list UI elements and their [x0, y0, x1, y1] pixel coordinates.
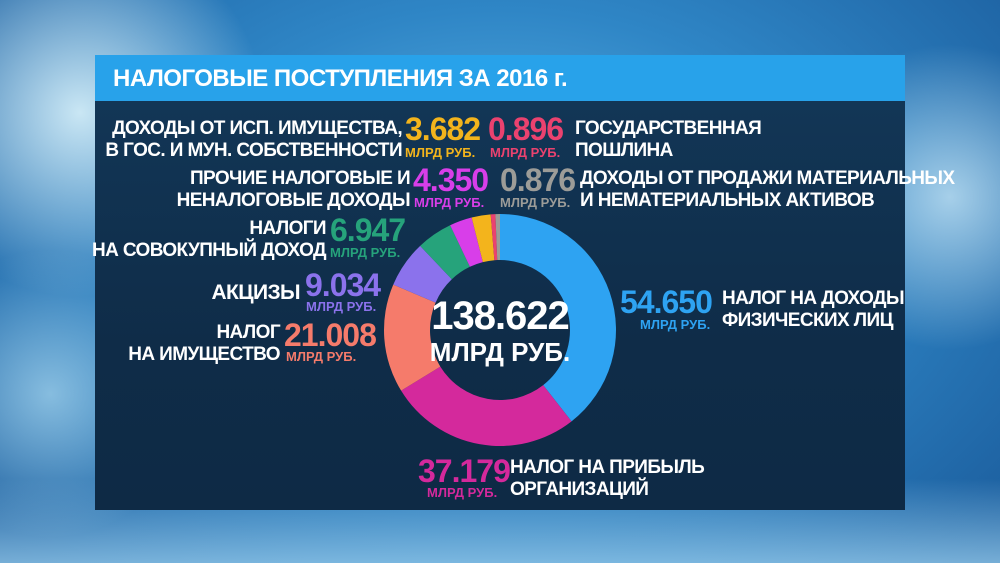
total-value: 138.622	[431, 294, 570, 338]
label-other-income: ПРОЧИЕ НАЛОГОВЫЕ И НЕНАЛОГОВЫЕ ДОХОДЫ	[176, 168, 411, 211]
donut-slice-6	[471, 214, 495, 263]
label-state-property-income: ДОХОДЫ ОТ ИСП. ИМУЩЕСТВА, В ГОС. И МУН. С…	[105, 118, 402, 161]
donut-slice-8	[495, 214, 500, 261]
unit-excise: МЛРД РУБ.	[306, 299, 377, 314]
value-asset-sales: 0.876	[500, 162, 576, 198]
donut-slice-4	[420, 225, 470, 280]
unit-aggregate-income-tax: МЛРД РУБ.	[330, 245, 401, 260]
donut-slice-0	[500, 214, 616, 422]
donut-slice-7	[490, 214, 498, 261]
total-label: 138.622 МЛРД РУБ.	[420, 295, 580, 367]
unit-state-property-income: МЛРД РУБ.	[405, 145, 476, 160]
label-state-duty: ГОСУДАРСТВЕННАЯ ПОШЛИНА	[575, 118, 762, 161]
value-aggregate-income-tax: 6.947	[330, 212, 406, 248]
unit-state-duty: МЛРД РУБ.	[490, 145, 561, 160]
label-aggregate-income-tax: НАЛОГИ НА СОВОКУПНЫЙ ДОХОД	[91, 218, 327, 261]
value-other-income: 4.350	[413, 162, 489, 198]
label-asset-sales: ДОХОДЫ ОТ ПРОДАЖИ МАТЕРИАЛЬНЫХ И НЕМАТЕРИ…	[580, 168, 955, 211]
unit-profit-tax: МЛРД РУБ.	[427, 485, 498, 500]
total-unit: МЛРД РУБ.	[429, 337, 571, 367]
donut-slice-5	[450, 217, 483, 267]
value-ndfl: 54.650	[620, 284, 713, 320]
title-bar: НАЛОГОВЫЕ ПОСТУПЛЕНИЯ ЗА 2016 г.	[95, 55, 905, 101]
label-property-tax: НАЛОГ НА ИМУЩЕСТВО	[128, 322, 280, 365]
unit-asset-sales: МЛРД РУБ.	[500, 195, 571, 210]
donut-slice-1	[401, 366, 572, 446]
value-state-property-income: 3.682	[405, 111, 481, 147]
unit-property-tax: МЛРД РУБ.	[286, 349, 357, 364]
value-excise: 9.034	[305, 267, 381, 303]
value-profit-tax: 37.179	[418, 453, 511, 489]
unit-other-income: МЛРД РУБ.	[414, 195, 485, 210]
donut-slice-3	[393, 245, 452, 303]
donut-slice-2	[384, 284, 441, 391]
page-title: НАЛОГОВЫЕ ПОСТУПЛЕНИЯ ЗА 2016 г.	[113, 65, 568, 92]
value-property-tax: 21.008	[284, 317, 377, 353]
unit-ndfl: МЛРД РУБ.	[640, 317, 711, 332]
value-state-duty: 0.896	[488, 111, 564, 147]
label-profit-tax: НАЛОГ НА ПРИБЫЛЬ ОРГАНИЗАЦИЙ	[510, 457, 705, 500]
label-excise: АКЦИЗЫ	[211, 281, 300, 304]
label-ndfl: НАЛОГ НА ДОХОДЫ ФИЗИЧЕСКИХ ЛИЦ	[722, 288, 905, 331]
